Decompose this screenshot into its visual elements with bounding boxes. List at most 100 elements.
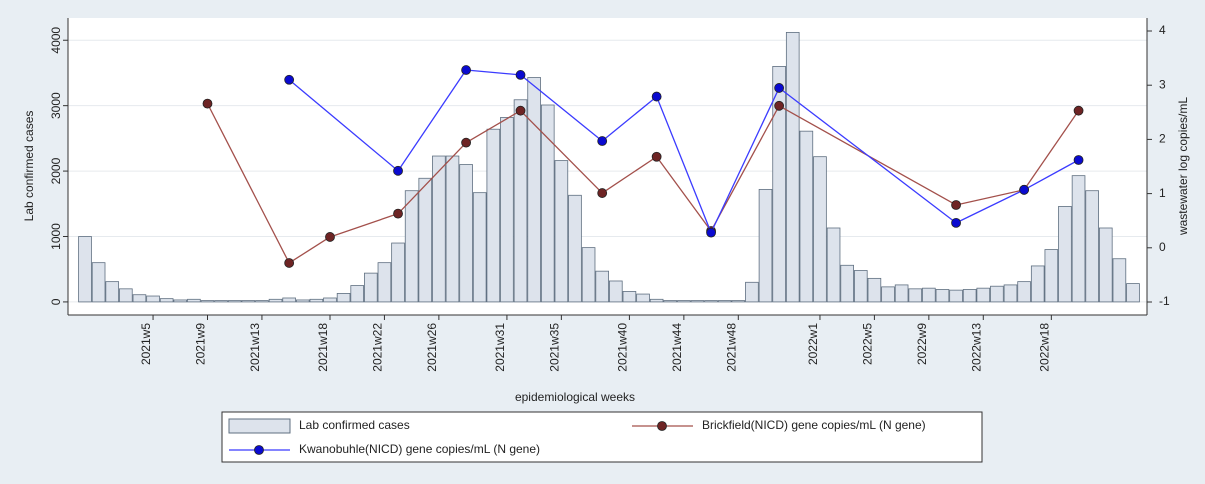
line-segment [397, 142, 467, 215]
bar [227, 300, 242, 303]
line-segment [466, 69, 521, 76]
bar [758, 188, 773, 303]
bar [350, 285, 365, 303]
bar [404, 190, 419, 303]
x-tick-label: 2021w18 [316, 323, 330, 372]
x-tick-label: 2021w22 [371, 323, 385, 372]
x-tick-label: 2021w44 [670, 323, 684, 372]
y2-tick-label: 2 [1159, 132, 1166, 146]
bar [527, 77, 541, 303]
line-marker [1019, 184, 1030, 195]
line-marker [325, 232, 335, 242]
bar [187, 298, 201, 303]
line-segment [397, 69, 467, 172]
line-marker [951, 200, 961, 210]
line-segment [1023, 159, 1079, 191]
bar [962, 289, 977, 303]
bar [391, 242, 405, 303]
x-tick-label: 2021w13 [248, 323, 262, 372]
line-segment [601, 96, 658, 142]
y2-axis-label: wastewater log copies/mL [1176, 97, 1190, 236]
legend-marker [657, 421, 667, 431]
line-marker [951, 217, 961, 228]
bar [609, 280, 623, 303]
bar [418, 177, 433, 303]
legend-label: Kwanobuhle(NICD) gene copies/mL (N gene) [299, 442, 540, 456]
line-segment [710, 105, 780, 232]
legend-swatch [228, 418, 291, 434]
y2-tick-label: 3 [1159, 77, 1166, 91]
bar [513, 99, 528, 303]
x-tick-label: 2021w40 [616, 323, 630, 372]
bar [1044, 249, 1059, 303]
line-segment [520, 74, 603, 142]
bar [119, 288, 133, 303]
legend-label: Lab confirmed cases [299, 418, 410, 432]
bar [486, 128, 501, 303]
x-tick-label: 2021w5 [139, 323, 153, 365]
x-tick-label: 2022w5 [861, 323, 875, 365]
line-marker [393, 165, 403, 176]
bar [1071, 175, 1086, 303]
bar [813, 156, 827, 303]
bar [853, 270, 868, 303]
bar [881, 286, 895, 303]
line-segment [520, 110, 603, 194]
bar [990, 285, 1004, 303]
bar [1098, 227, 1113, 303]
line-marker [597, 188, 608, 198]
bar [1126, 283, 1140, 303]
bar [364, 272, 378, 303]
bar [173, 299, 188, 303]
line-segment [1023, 110, 1080, 191]
bar [772, 66, 786, 303]
bar [432, 155, 446, 303]
bar [91, 262, 106, 303]
bar [581, 247, 596, 303]
bar [922, 287, 936, 303]
y-tick-label: 2000 [49, 157, 63, 184]
line-marker [284, 74, 295, 85]
bar [214, 300, 228, 303]
bar [1030, 265, 1045, 303]
bar [472, 192, 487, 303]
bar [336, 293, 351, 303]
y-axis-label: Lab confirmed cases [22, 111, 36, 222]
bar [295, 299, 310, 303]
line-marker [515, 70, 526, 80]
line-segment [288, 79, 399, 172]
legend-marker [254, 445, 264, 455]
bar [935, 289, 950, 303]
bar [649, 298, 664, 303]
bar [568, 194, 582, 303]
bar [268, 298, 283, 303]
bar [622, 291, 637, 303]
bar [894, 284, 909, 303]
line-segment [288, 236, 331, 264]
y-tick-label: 0 [49, 298, 63, 305]
line-marker [651, 91, 662, 102]
bar [554, 160, 569, 303]
bar [677, 300, 691, 303]
bar [78, 236, 92, 303]
line-marker [651, 151, 662, 162]
bar [146, 295, 160, 303]
y2-tick-label: 0 [1159, 240, 1166, 254]
line-segment [656, 96, 712, 233]
bar [704, 300, 718, 303]
bar [540, 104, 555, 303]
line-segment [955, 189, 1025, 206]
line-marker [393, 208, 403, 219]
bar [690, 300, 705, 303]
bar [663, 300, 678, 303]
x-tick-label: 2022w18 [1038, 323, 1052, 372]
line-marker [515, 105, 526, 116]
bar [908, 288, 923, 303]
bar [159, 298, 174, 303]
line-marker [774, 100, 785, 111]
bar [255, 300, 269, 303]
bar [731, 300, 746, 303]
x-tick-label: 2022w13 [969, 323, 983, 372]
legend [221, 411, 983, 463]
